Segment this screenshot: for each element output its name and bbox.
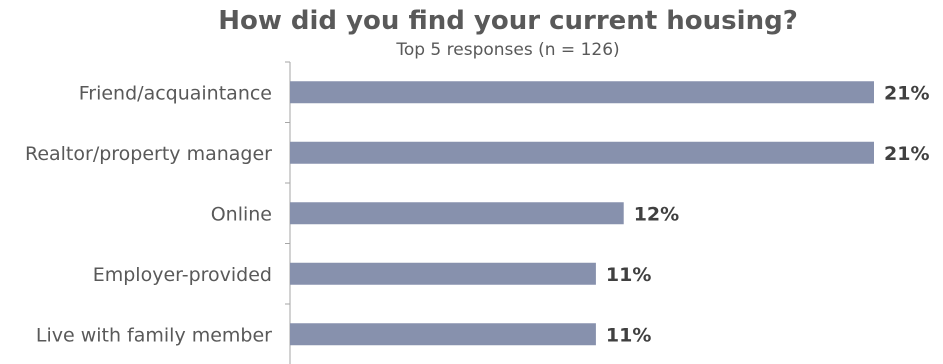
chart-title: How did you find your current housing? [218, 6, 798, 36]
data-label: 11% [606, 324, 651, 346]
bar [290, 141, 874, 164]
bars [290, 81, 874, 346]
data-label: 21% [884, 82, 929, 104]
data-label: 12% [634, 203, 679, 225]
bar [290, 262, 596, 285]
category-label: Employer-provided [93, 264, 272, 286]
bar [290, 202, 624, 225]
chart-subtitle: Top 5 responses (n = 126) [396, 40, 620, 60]
bar [290, 323, 596, 346]
data-label: 21% [884, 143, 929, 165]
category-label: Online [211, 203, 272, 225]
bar [290, 81, 874, 104]
category-label: Realtor/property manager [25, 143, 272, 165]
category-label: Live with family member [36, 324, 272, 346]
y-axis [285, 61, 291, 364]
category-label: Friend/acquaintance [79, 82, 272, 104]
labels: Friend/acquaintance 21% Realtor/property m… [25, 82, 930, 346]
data-label: 11% [606, 264, 651, 286]
